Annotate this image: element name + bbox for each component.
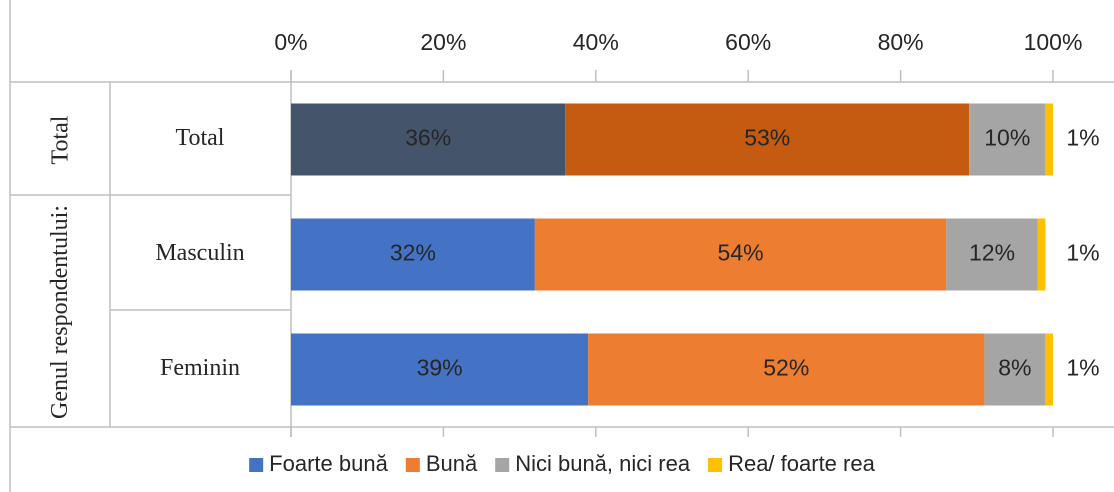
- legend-swatch: [405, 458, 420, 472]
- bar-segment: [565, 103, 970, 176]
- legend-label: Rea/ foarte rea: [728, 451, 876, 476]
- bar-segment: [984, 333, 1046, 406]
- data-label: 54%: [718, 240, 764, 266]
- category-label: Total: [176, 125, 225, 151]
- bar-segment: [291, 333, 589, 406]
- bar-segment: [588, 333, 985, 406]
- bar-segment: [969, 103, 1046, 176]
- bar-segment: [1045, 333, 1053, 406]
- data-label: 1%: [1066, 125, 1099, 151]
- x-tick-label: 20%: [420, 29, 466, 55]
- data-label: 39%: [417, 355, 463, 381]
- data-label: 32%: [390, 240, 436, 266]
- bar-segment: [946, 218, 1038, 291]
- category-label: Masculin: [155, 240, 244, 266]
- group-label: Total: [47, 115, 73, 164]
- group-label: Genul respondentului:: [47, 205, 73, 419]
- legend-label: Bună: [426, 451, 478, 476]
- data-label: 8%: [998, 355, 1031, 381]
- data-label: 36%: [405, 125, 451, 151]
- legend-label: Foarte bună: [269, 451, 388, 476]
- x-tick-label: 0%: [274, 29, 307, 55]
- legend-swatch: [495, 458, 510, 472]
- legend-label: Nici bună, nici rea: [515, 451, 691, 476]
- category-label: Feminin: [160, 355, 240, 381]
- data-label: 1%: [1066, 240, 1099, 266]
- bar-segment: [291, 218, 535, 291]
- x-tick-label: 80%: [878, 29, 924, 55]
- data-label: 1%: [1066, 355, 1099, 381]
- data-label: 10%: [984, 125, 1030, 151]
- bar-segment: [1037, 218, 1046, 291]
- bar-segment: [534, 218, 947, 291]
- x-tick-label: 40%: [573, 29, 619, 55]
- x-tick-label: 60%: [725, 29, 771, 55]
- bar-segment: [291, 103, 566, 176]
- legend-swatch: [708, 458, 723, 472]
- legend-swatch: [249, 458, 264, 472]
- x-tick-label: 100%: [1024, 29, 1083, 55]
- data-label: 12%: [969, 240, 1015, 266]
- bar-segment: [1045, 103, 1053, 176]
- data-label: 53%: [744, 125, 790, 151]
- data-label: 52%: [763, 355, 809, 381]
